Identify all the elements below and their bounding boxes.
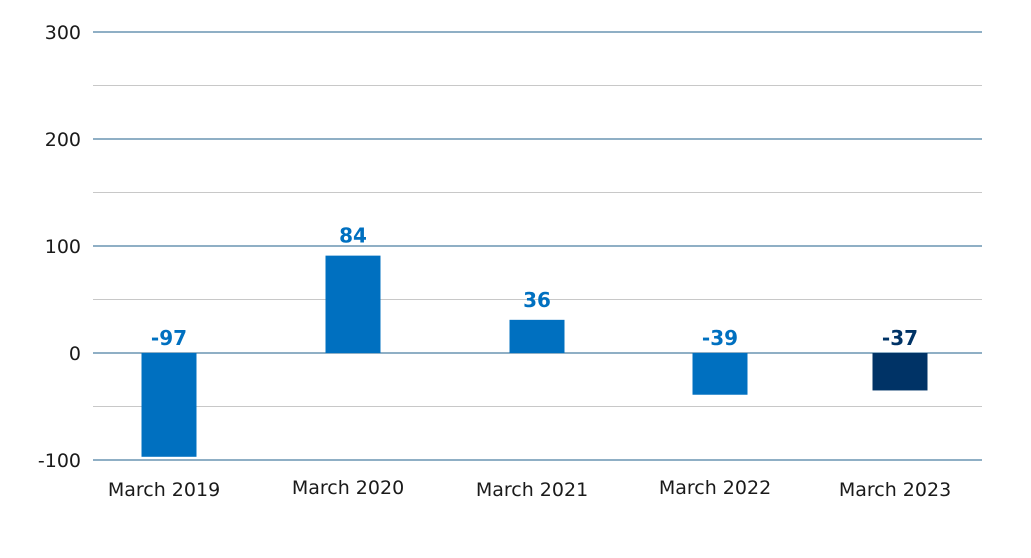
category-label-4: March 2022: [659, 477, 771, 499]
gridlines: [93, 31, 982, 461]
category-label-5: March 2023: [839, 479, 951, 501]
bar-5: [872, 353, 928, 391]
bar-2: [325, 255, 381, 353]
data-label-3: 36: [523, 288, 551, 312]
data-label-2: 84: [339, 224, 367, 248]
x-axis-category-labels: March 2019 March 2020 March 2021 March 2022…: [108, 477, 951, 501]
category-label-3: March 2021: [476, 479, 588, 501]
data-label-5: -37: [882, 326, 918, 350]
y-tick-label: -100: [38, 450, 81, 472]
y-tick-label: 0: [69, 343, 81, 365]
y-tick-label: 300: [45, 22, 81, 44]
data-labels: -97 84 36 -39 -37: [151, 224, 918, 350]
bars: [141, 255, 928, 457]
category-label-2: March 2020: [292, 477, 404, 499]
data-label-1: -97: [151, 326, 187, 350]
data-label-4: -39: [702, 326, 738, 350]
category-label-1: March 2019: [108, 479, 220, 501]
bar-1: [141, 353, 197, 457]
y-tick-label: 100: [45, 236, 81, 258]
bar-4: [692, 353, 748, 395]
y-tick-label: 200: [45, 129, 81, 151]
bar-3: [509, 319, 565, 353]
y-axis-tick-labels: -100 0 100 200 300: [38, 22, 81, 472]
